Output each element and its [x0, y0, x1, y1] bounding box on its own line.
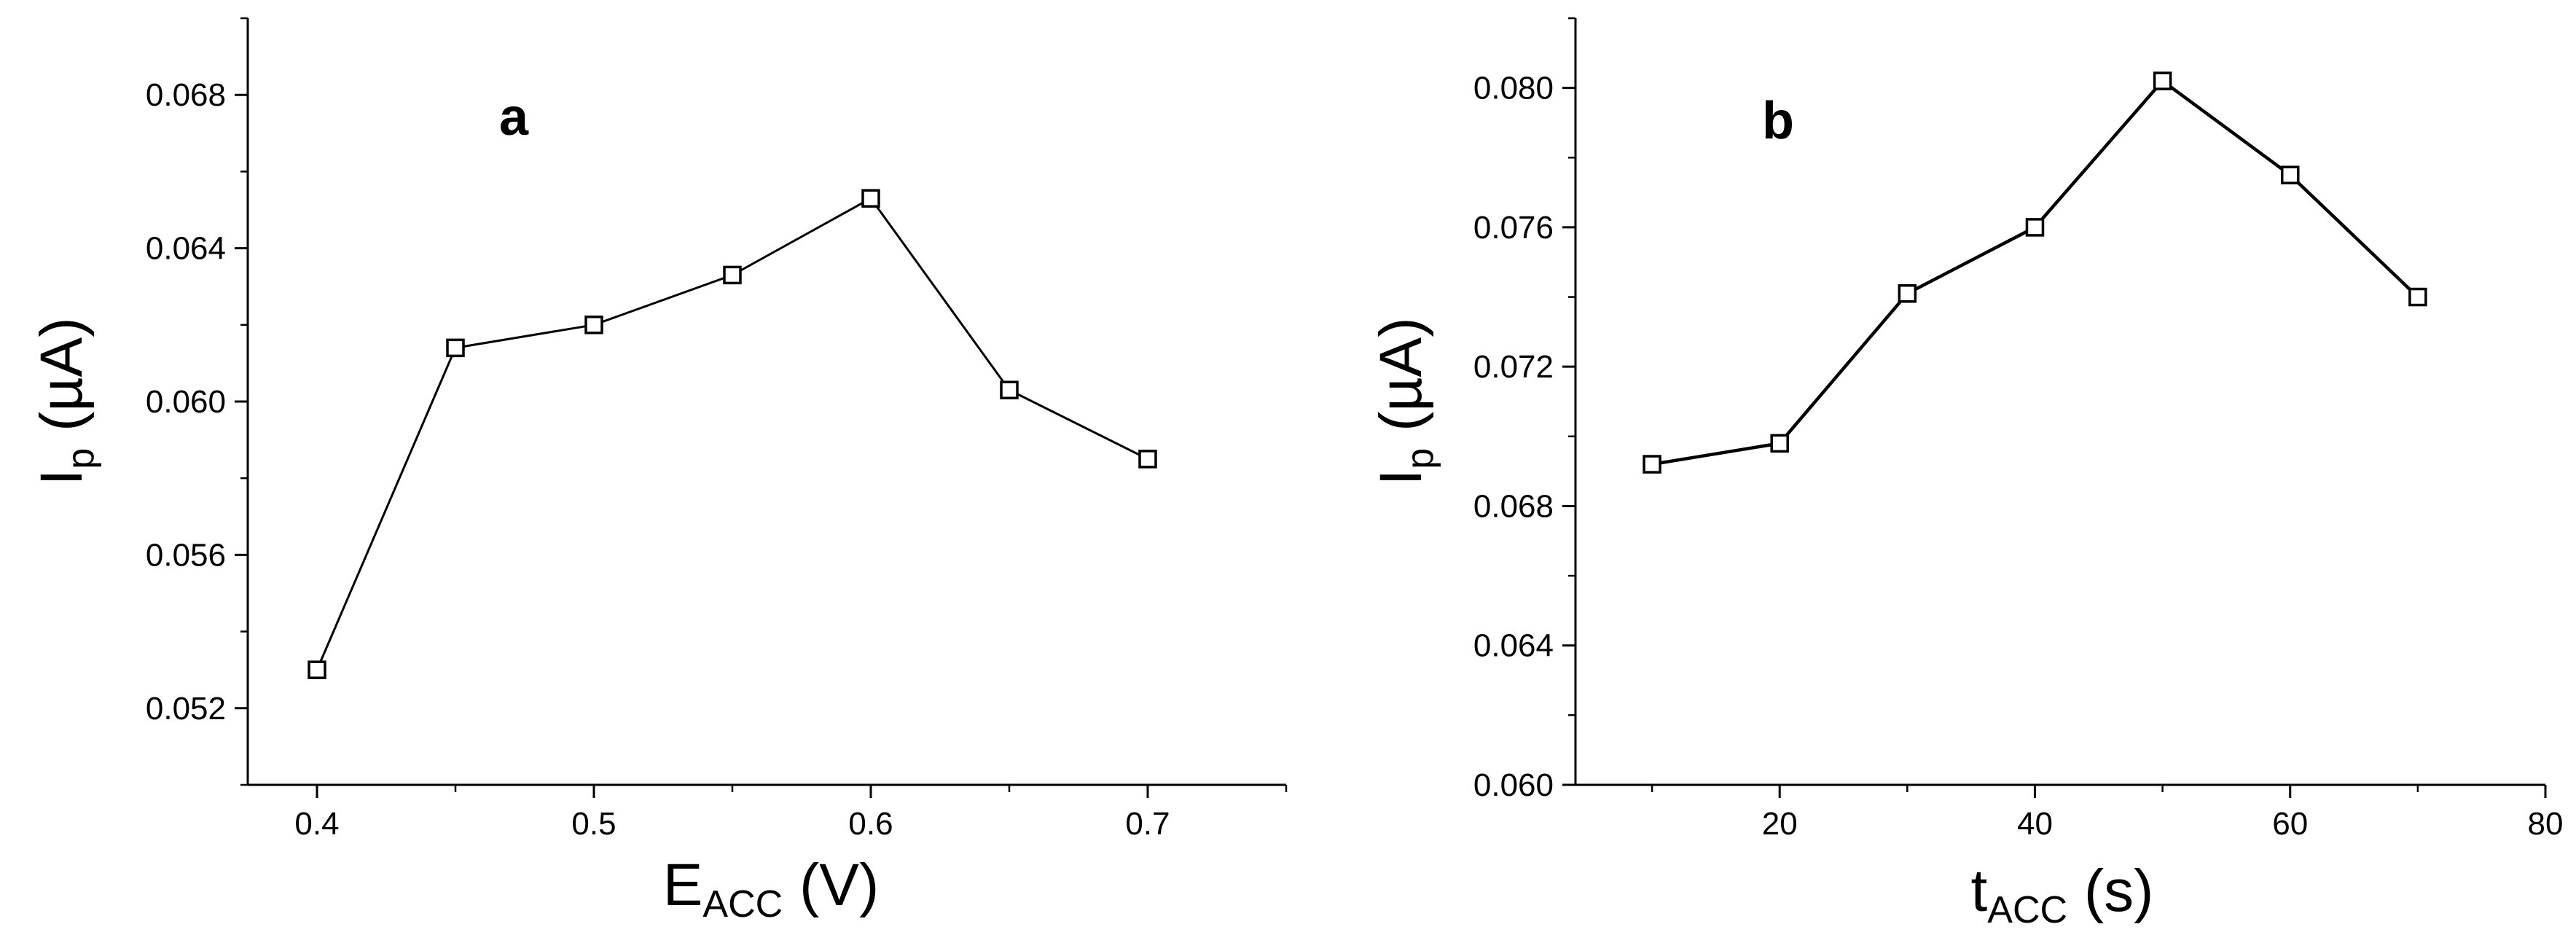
y-tick-label: 0.056: [146, 537, 226, 573]
y-tick-label: 0.068: [146, 77, 226, 113]
y-tick-label: 0.072: [1473, 349, 1554, 385]
data-point: [1898, 284, 1917, 303]
x-tick-label: 40: [2017, 806, 2053, 842]
x-tick-label: 80: [2528, 806, 2564, 842]
y-tick-label: 0.060: [1473, 767, 1554, 803]
y-tick-label: 0.060: [146, 384, 226, 420]
x-tick-label: 0.4: [294, 806, 339, 842]
x-tick-label: 0.6: [848, 806, 893, 842]
y-tick-label: 0.052: [146, 691, 226, 727]
data-point: [1138, 450, 1157, 469]
y-tick-label: 0.064: [1473, 628, 1554, 664]
y-tick-label: 0.064: [146, 231, 226, 267]
data-point: [1000, 380, 1019, 399]
y-tick-label: 0.076: [1473, 210, 1554, 246]
x-tick-label: 60: [2272, 806, 2308, 842]
data-point: [723, 265, 742, 285]
data-point: [2408, 287, 2427, 307]
y-axis-title: Ip (µA): [28, 317, 102, 485]
y-axis-title: Ip (µA): [1368, 317, 1441, 485]
y-tick-label: 0.068: [1473, 488, 1554, 524]
data-point: [1770, 434, 1789, 453]
data-point: [584, 316, 603, 334]
data-point: [308, 660, 326, 679]
x-tick-label: 0.5: [571, 806, 616, 842]
y-tick-label: 0.080: [1473, 71, 1554, 106]
data-point: [2153, 71, 2172, 90]
chart-panel-b: 0.060 0.064 0.068 0.072 0.076 0.080 20 40 60 80 b t…: [1368, 17, 2564, 931]
x-axis-title: EACC (V): [663, 852, 880, 925]
x-axis-title: tACC (s): [1971, 858, 2154, 931]
data-point: [861, 189, 880, 208]
data-point: [446, 338, 465, 358]
x-tick-label: 20: [1762, 806, 1798, 842]
data-point: [2280, 165, 2300, 184]
x-tick-label: 0.7: [1125, 806, 1170, 842]
panel-label: b: [1762, 92, 1794, 150]
chart-panel-a: 0.052 0.056 0.060 0.064 0.068 0.4 0.5 0.6 0.7 a EA…: [28, 17, 1288, 925]
panel-label: a: [499, 88, 529, 146]
data-point: [2025, 218, 2045, 237]
data-point: [1643, 455, 1661, 474]
